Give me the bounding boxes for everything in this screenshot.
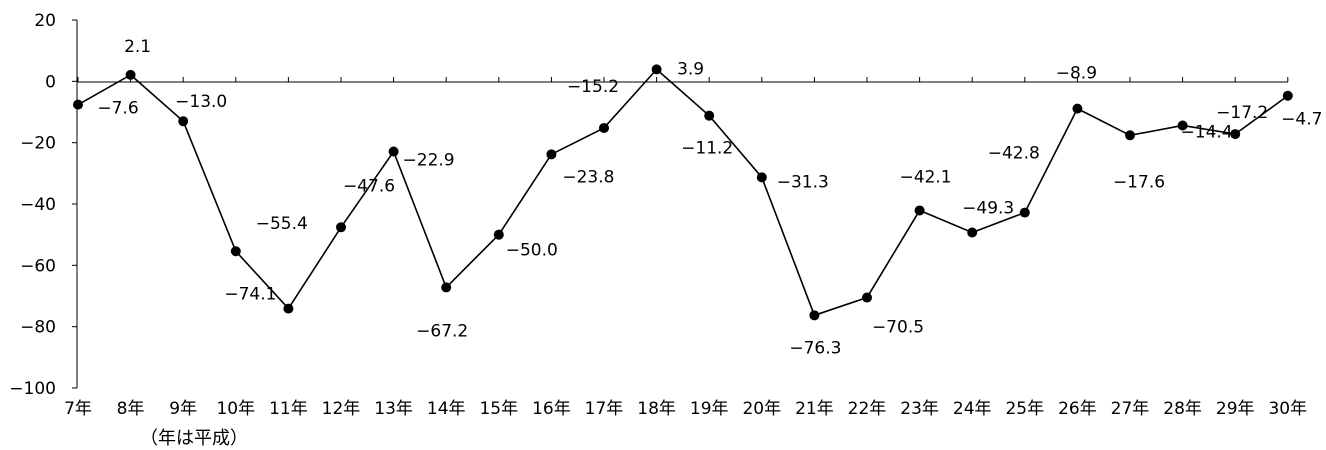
data-label: −76.3 xyxy=(789,338,841,358)
data-point xyxy=(230,246,241,257)
y-tick-label: −60 xyxy=(20,256,56,276)
data-label: −15.2 xyxy=(567,77,619,97)
x-tick-label: 23年 xyxy=(900,399,939,419)
x-tick-label: 25年 xyxy=(1005,399,1044,419)
x-tick-label: 16年 xyxy=(532,399,571,419)
data-label: −50.0 xyxy=(506,241,558,261)
x-tick-label: 22年 xyxy=(848,399,887,419)
data-point xyxy=(283,303,294,314)
data-label: −49.3 xyxy=(962,199,1014,219)
data-point xyxy=(388,146,399,157)
data-point xyxy=(862,292,872,303)
x-tick-label: 28年 xyxy=(1163,399,1202,419)
data-labels: −7.6 2.1 −13.0 −55.4 −74.1 −47.6 −22.9 −67.2 −50… xyxy=(97,37,1322,358)
data-label: −13.0 xyxy=(175,92,227,112)
x-tick-label: 15年 xyxy=(479,399,518,419)
x-tick-label: 27年 xyxy=(1111,399,1150,419)
x-tick-label: 11年 xyxy=(269,399,308,419)
data-label: −55.4 xyxy=(256,214,308,234)
data-point xyxy=(73,99,83,110)
y-tick-label: −80 xyxy=(20,318,56,338)
data-label: −23.8 xyxy=(562,167,614,187)
x-tick-label: 10年 xyxy=(216,399,255,419)
x-tick-label: 14年 xyxy=(427,399,466,419)
data-point xyxy=(599,122,609,133)
x-tick-label: 26年 xyxy=(1058,399,1097,419)
x-axis-ticks: 7年 8年 9年 10年 11年 12年 13年 14年 15年 16年 17年 18年 19年 20年 2… xyxy=(64,77,1307,419)
data-point xyxy=(441,282,452,293)
data-label: −42.1 xyxy=(900,167,952,187)
y-tick-label: −20 xyxy=(20,134,56,154)
data-point xyxy=(914,205,925,216)
data-point xyxy=(1072,103,1083,114)
data-label: −11.2 xyxy=(681,139,733,159)
data-point xyxy=(1282,90,1293,101)
data-label: −42.8 xyxy=(988,144,1040,164)
y-tick-label: 20 xyxy=(34,11,56,31)
data-point xyxy=(756,172,767,183)
data-point xyxy=(125,69,136,80)
x-tick-label: 20年 xyxy=(742,399,781,419)
data-point xyxy=(1125,130,1135,141)
data-markers xyxy=(73,64,1293,321)
x-tick-label: 18年 xyxy=(637,399,676,419)
y-tick-label: −100 xyxy=(9,379,56,399)
data-label: −70.5 xyxy=(872,318,924,338)
data-point xyxy=(967,227,978,238)
x-tick-label: 21年 xyxy=(795,399,834,419)
data-label: 3.9 xyxy=(677,59,704,79)
data-label: −17.2 xyxy=(1216,103,1268,123)
data-label: −8.9 xyxy=(1056,64,1097,84)
data-label: −47.6 xyxy=(343,176,395,196)
data-label: −74.1 xyxy=(224,285,276,305)
x-tick-label: 17年 xyxy=(585,399,624,419)
x-tick-label: 24年 xyxy=(953,399,992,419)
y-axis-ticks: 20 0 −20 −40 −60 −80 −100 xyxy=(9,11,77,399)
data-point xyxy=(546,149,557,160)
data-label: −14.4 xyxy=(1181,122,1233,142)
x-tick-label: 19年 xyxy=(690,399,729,419)
data-label: 2.1 xyxy=(124,37,151,57)
data-point xyxy=(178,116,189,127)
x-tick-label: 8年 xyxy=(117,399,145,419)
y-tick-label: −40 xyxy=(20,195,56,215)
x-tick-label: 12年 xyxy=(322,399,361,419)
data-label: −22.9 xyxy=(403,151,455,171)
data-point xyxy=(704,110,715,121)
x-tick-label: 9年 xyxy=(169,399,197,419)
data-label: −67.2 xyxy=(416,321,468,341)
y-tick-label: 0 xyxy=(45,72,56,92)
data-label: −17.6 xyxy=(1113,172,1165,192)
data-point xyxy=(651,64,662,75)
data-point xyxy=(493,229,504,240)
x-tick-label: 13年 xyxy=(374,399,413,419)
data-point xyxy=(1230,129,1241,140)
x-tick-label: 30年 xyxy=(1268,399,1307,419)
data-point xyxy=(336,222,346,233)
data-label: −7.6 xyxy=(97,99,138,119)
data-point xyxy=(1019,207,1030,218)
x-tick-label: 7年 xyxy=(64,399,92,419)
x-axis-note: （年は平成） xyxy=(140,428,248,449)
data-point xyxy=(1177,120,1188,131)
data-label: −31.3 xyxy=(777,172,829,192)
series-line xyxy=(77,68,1289,317)
x-tick-label: 29年 xyxy=(1216,399,1255,419)
data-point xyxy=(809,310,820,321)
data-label: −4.7 xyxy=(1281,110,1322,130)
